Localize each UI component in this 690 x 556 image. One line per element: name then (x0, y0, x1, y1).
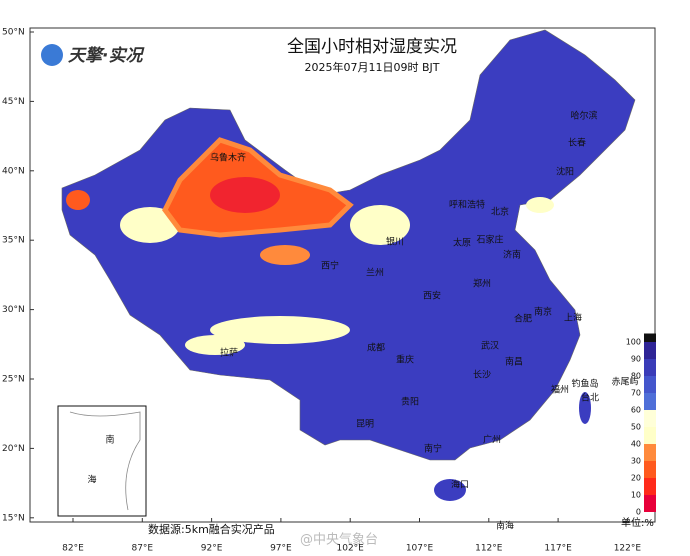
city-label: 福州 (551, 384, 569, 396)
city-label: 钓鱼岛 (571, 378, 598, 390)
city-label: 赤尾屿 (611, 377, 638, 388)
title: 全国小时相对湿度实况 (287, 37, 457, 57)
legend-swatch (644, 410, 656, 427)
legend-tick-label: 100 (626, 338, 641, 347)
legend-swatch (644, 478, 656, 495)
taiwan (579, 392, 591, 424)
legend-tick-label: 10 (631, 491, 641, 500)
lon-label: 112°E (475, 544, 503, 554)
lon-label: 107°E (406, 544, 434, 554)
humidity-patch (120, 207, 180, 243)
city-label: 南海 (496, 520, 514, 532)
legend-swatch (644, 333, 656, 342)
humidity-patch (185, 335, 245, 355)
city-label: 上海 (564, 312, 582, 324)
city-label: 昆明 (356, 419, 374, 430)
city-label: 成都 (367, 342, 385, 354)
humidity-patch (210, 316, 350, 344)
city-label: 太原 (453, 237, 471, 249)
legend-tick-label: 20 (631, 474, 641, 483)
city-label: 南京 (534, 306, 552, 318)
city-label: 广州 (483, 434, 501, 446)
city-label: 长春 (568, 137, 586, 149)
city-label: 银川 (386, 236, 404, 248)
lat-label: 45°N (2, 97, 25, 107)
city-label: 北京 (491, 206, 509, 218)
city-label: 海口 (451, 479, 469, 491)
city-label: 武汉 (481, 340, 499, 352)
lon-label: 122°E (614, 544, 642, 554)
legend-tick-label: 40 (631, 440, 641, 449)
city-label: 郑州 (473, 278, 491, 290)
city-label: 兰州 (366, 267, 384, 279)
logo-text: 天擎·实况 (68, 46, 145, 66)
legend-tick-label: 90 (631, 355, 641, 364)
lat-label: 30°N (2, 305, 25, 315)
logo-icon (41, 44, 63, 66)
city-label: 济南 (503, 249, 521, 261)
humidity-patch (210, 177, 280, 213)
humidity-patch (350, 205, 410, 245)
city-label: 长沙 (473, 369, 491, 381)
lat-label: 25°N (2, 375, 25, 385)
lon-label: 102°E (337, 544, 365, 554)
city-label: 西安 (423, 290, 441, 302)
legend-swatch (644, 393, 656, 410)
lon-label: 92°E (201, 544, 223, 554)
city-label: 合肥 (514, 313, 532, 325)
legend-swatch (644, 427, 656, 444)
lat-label: 35°N (2, 236, 25, 246)
city-label: 西宁 (321, 260, 339, 272)
legend-tick-label: 0 (636, 508, 641, 517)
legend-swatch (644, 444, 656, 461)
lon-label: 82°E (62, 544, 84, 554)
lon-label: 87°E (131, 544, 153, 554)
city-label: 哈尔滨 (570, 110, 597, 122)
source: 数据源:5km融合实况产品 (148, 522, 275, 536)
inset-coast (69, 411, 141, 511)
hainan (434, 479, 466, 501)
legend-tick-label: 50 (631, 423, 641, 432)
legend-tick-label: 30 (631, 457, 641, 466)
legend-swatch (644, 342, 656, 359)
legend-tick-label: 70 (631, 389, 641, 398)
city-label: 南宁 (424, 443, 442, 455)
city-label: 南 (105, 434, 114, 446)
legend-swatch (644, 495, 656, 512)
city-label: 贵阳 (401, 396, 419, 408)
subtitle: 2025年07月11日09时 BJT (305, 60, 440, 74)
city-label: 呼和浩特 (449, 199, 485, 211)
city-label: 南昌 (505, 356, 523, 368)
lat-label: 15°N (2, 513, 25, 523)
lon-label: 117°E (544, 544, 572, 554)
lat-label: 20°N (2, 444, 25, 454)
legend-tick-label: 80 (631, 372, 641, 381)
humidity-patch (66, 190, 90, 210)
legend-swatch (644, 376, 656, 393)
lat-label: 40°N (2, 166, 25, 176)
lat-label: 50°N (2, 28, 25, 38)
legend-unit: 单位:% (621, 516, 654, 529)
humidity-patch (260, 245, 310, 265)
city-label: 重庆 (396, 354, 414, 366)
legend-swatch (644, 461, 656, 478)
city-label: 台北 (581, 392, 599, 404)
city-label: 石家庄 (476, 234, 503, 246)
city-label: 沈阳 (556, 166, 574, 178)
city-label: 乌鲁木齐 (210, 152, 246, 164)
lon-label: 97°E (270, 544, 292, 554)
watermark: @中央气象台 (300, 532, 378, 548)
city-label: 海 (87, 474, 96, 486)
south-sea-inset (57, 405, 147, 517)
legend-tick-label: 60 (631, 406, 641, 415)
city-label: 拉萨 (220, 347, 238, 359)
humidity-patch (526, 197, 554, 213)
legend-swatch (644, 359, 656, 376)
